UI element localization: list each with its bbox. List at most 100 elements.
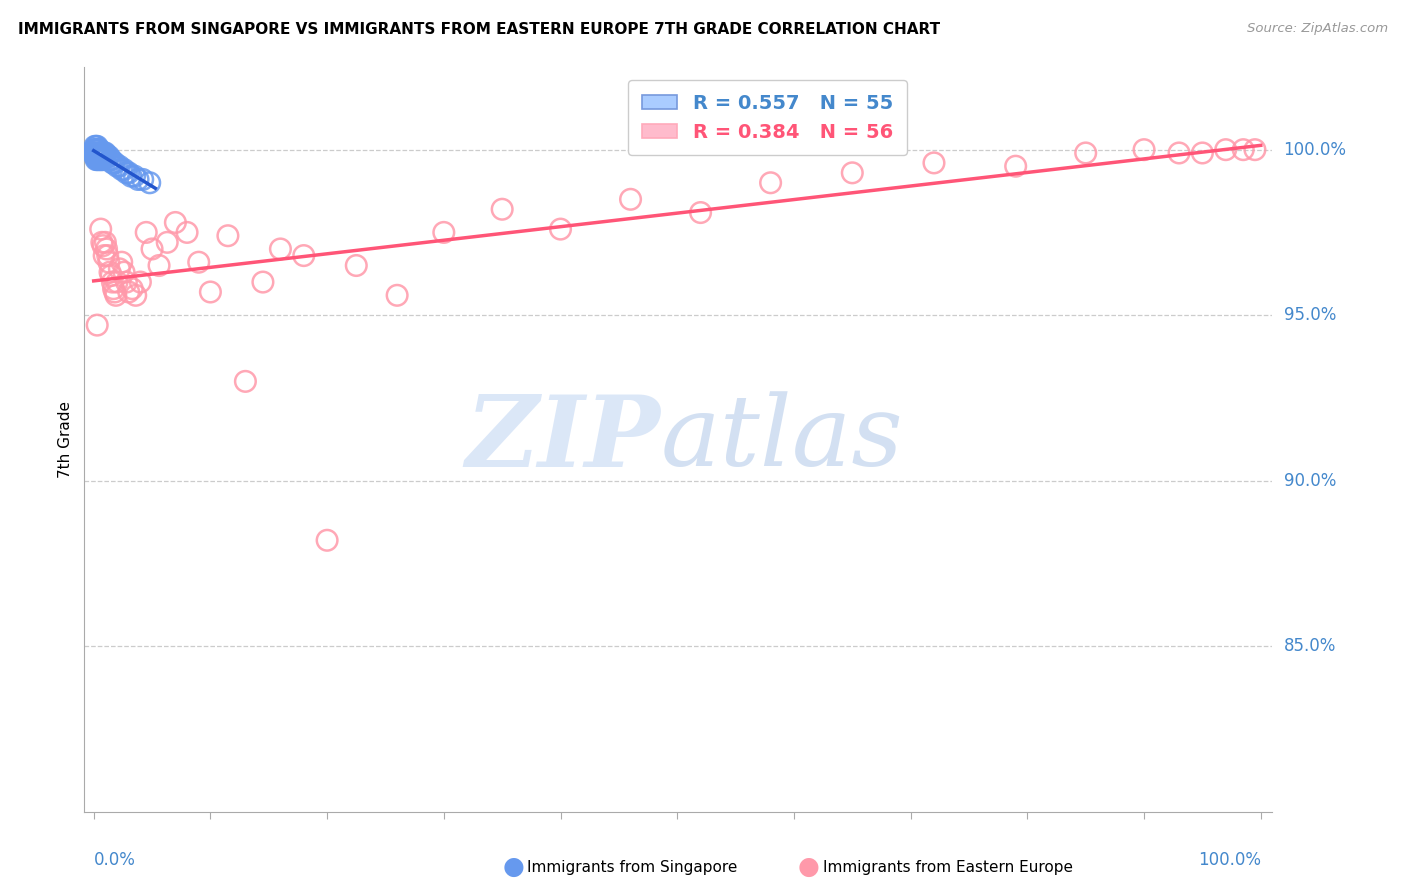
Point: [115, 275, 138, 289]
Point: [91, 149, 114, 163]
Point: [98, 153, 121, 167]
Point: [316, 533, 339, 548]
Point: [111, 162, 134, 177]
Point: [90, 149, 112, 163]
Point: [93, 149, 115, 163]
Y-axis label: 7th Grade: 7th Grade: [58, 401, 73, 478]
Point: [84, 153, 107, 167]
Point: [112, 162, 135, 177]
Point: [90, 235, 112, 250]
Point: [344, 259, 367, 273]
Point: [1232, 143, 1254, 157]
Point: [83, 149, 105, 163]
Point: [619, 192, 641, 206]
Point: [100, 268, 122, 283]
Text: 85.0%: 85.0%: [1284, 637, 1336, 656]
Point: [217, 228, 239, 243]
Point: [101, 156, 124, 170]
Point: [759, 176, 782, 190]
Point: [550, 222, 572, 236]
Point: [86, 153, 108, 167]
Point: [84, 139, 107, 153]
Point: [121, 282, 143, 296]
Point: [108, 261, 131, 276]
Point: [93, 249, 115, 263]
Text: Source: ZipAtlas.com: Source: ZipAtlas.com: [1247, 22, 1388, 36]
Point: [104, 156, 127, 170]
Point: [83, 143, 105, 157]
Point: [90, 222, 112, 236]
Point: [120, 169, 142, 183]
Point: [97, 255, 120, 269]
Point: [118, 285, 141, 299]
Point: [101, 275, 124, 289]
Point: [90, 145, 112, 160]
Point: [103, 156, 125, 170]
Text: ZIP: ZIP: [465, 391, 661, 488]
Point: [104, 288, 127, 302]
Point: [93, 145, 115, 160]
Point: [115, 166, 138, 180]
Legend: R = 0.557   N = 55, R = 0.384   N = 56: R = 0.557 N = 55, R = 0.384 N = 56: [628, 80, 907, 155]
Point: [165, 215, 187, 229]
Point: [103, 282, 125, 296]
Point: [252, 275, 274, 289]
Point: [1168, 145, 1191, 160]
Point: [86, 139, 108, 153]
Point: [100, 153, 122, 167]
Text: 100.0%: 100.0%: [1284, 141, 1347, 159]
Point: [89, 149, 111, 163]
Point: [89, 145, 111, 160]
Point: [86, 145, 108, 160]
Text: 0.0%: 0.0%: [94, 851, 135, 869]
Point: [235, 375, 257, 389]
Point: [87, 145, 110, 160]
Point: [135, 226, 157, 240]
Point: [83, 139, 105, 153]
Point: [124, 169, 146, 183]
Point: [96, 242, 118, 256]
Text: 95.0%: 95.0%: [1284, 306, 1336, 324]
Point: [90, 149, 112, 163]
Point: [292, 249, 315, 263]
Text: ●: ●: [797, 855, 820, 879]
Point: [148, 259, 170, 273]
Point: [841, 166, 863, 180]
Point: [97, 149, 120, 163]
Point: [98, 265, 121, 279]
Point: [89, 153, 111, 167]
Point: [269, 242, 291, 256]
Point: [112, 265, 135, 279]
Point: [433, 226, 456, 240]
Point: [1215, 143, 1237, 157]
Point: [97, 249, 120, 263]
Point: [1004, 159, 1026, 173]
Text: Immigrants from Singapore: Immigrants from Singapore: [527, 860, 738, 874]
Point: [108, 159, 131, 173]
Point: [90, 153, 112, 167]
Point: [141, 242, 163, 256]
Point: [94, 149, 117, 163]
Point: [94, 235, 117, 250]
Point: [1191, 145, 1213, 160]
Text: 90.0%: 90.0%: [1284, 472, 1336, 490]
Point: [86, 318, 108, 332]
Text: ●: ●: [502, 855, 524, 879]
Point: [132, 172, 155, 186]
Point: [97, 149, 120, 163]
Point: [96, 149, 118, 163]
Point: [94, 145, 117, 160]
Point: [104, 285, 127, 299]
Point: [90, 153, 112, 167]
Point: [922, 156, 945, 170]
Point: [1074, 145, 1097, 160]
Point: [138, 176, 160, 190]
Point: [87, 149, 110, 163]
Point: [87, 153, 110, 167]
Point: [176, 226, 198, 240]
Point: [385, 288, 408, 302]
Point: [105, 275, 128, 289]
Point: [156, 235, 179, 250]
Point: [118, 166, 141, 180]
Point: [187, 255, 209, 269]
